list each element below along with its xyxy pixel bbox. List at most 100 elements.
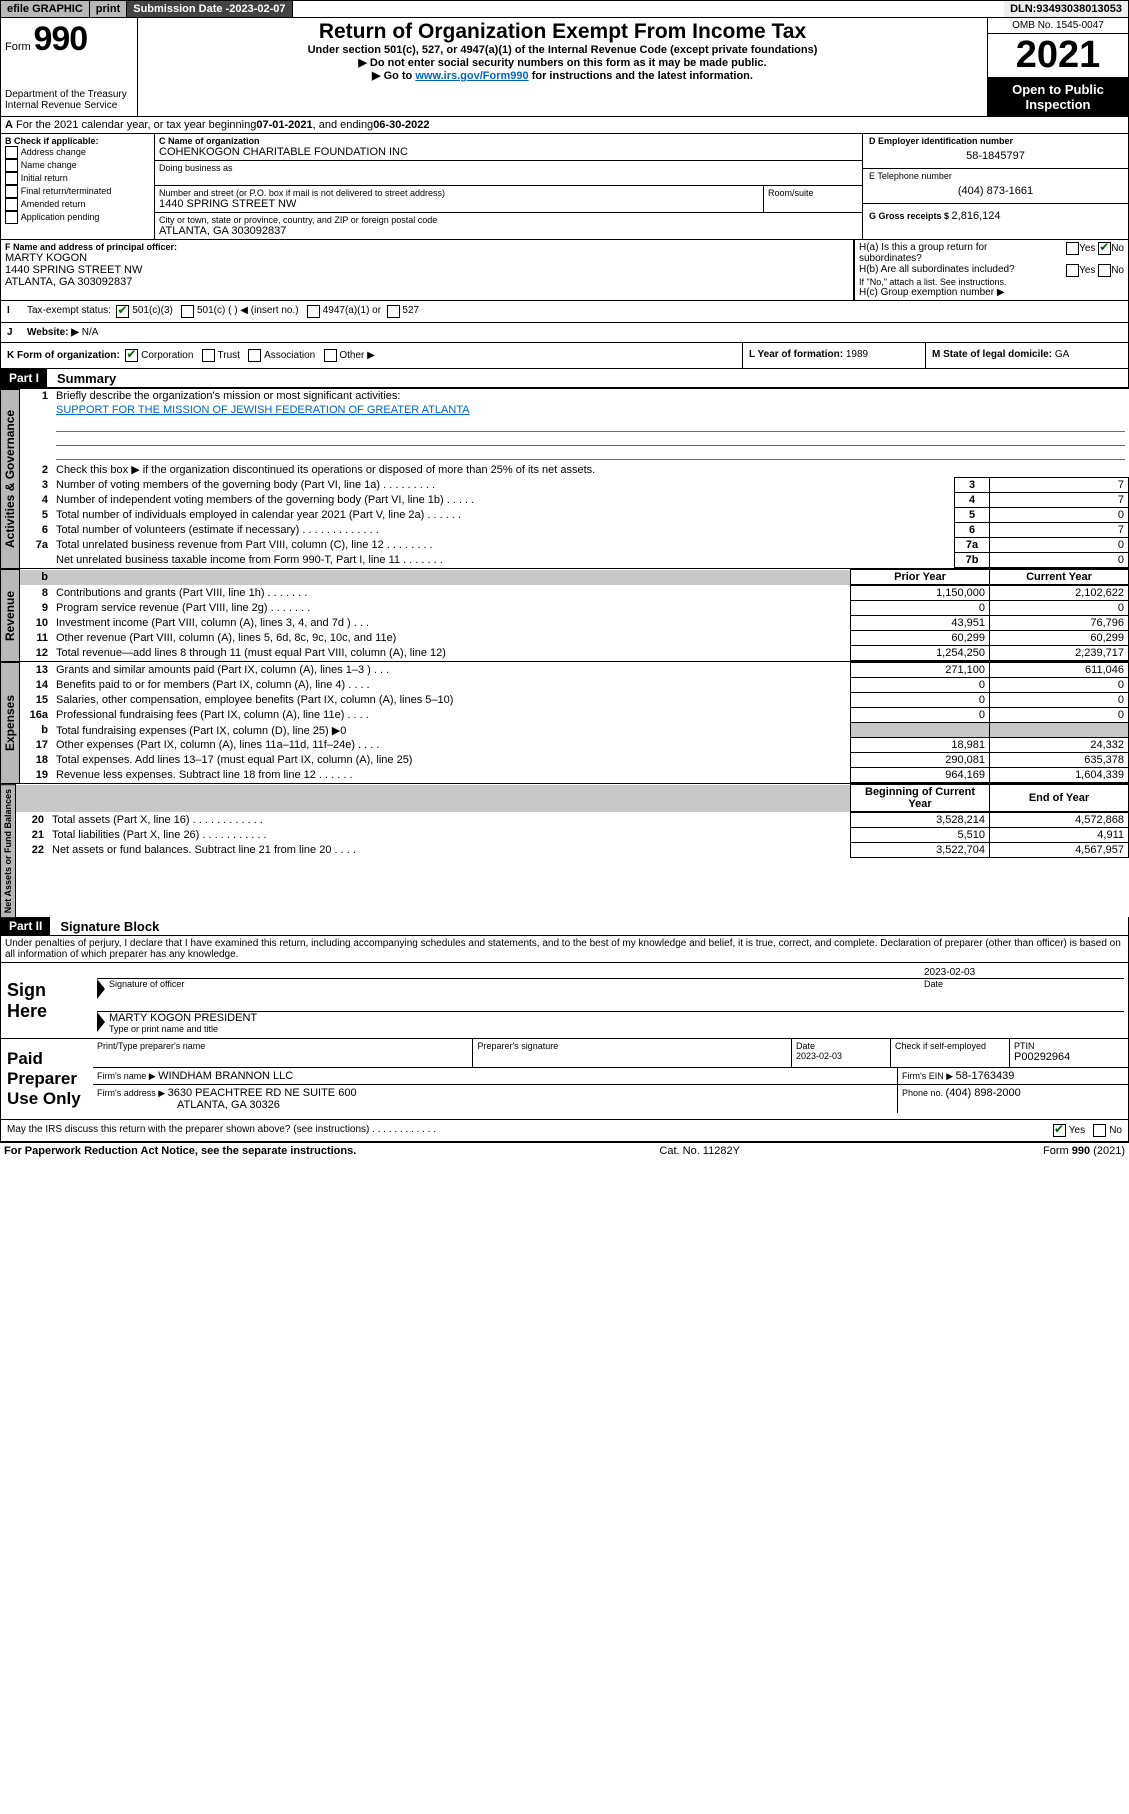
hb-yes-checkbox[interactable] xyxy=(1066,264,1079,277)
officer-addr1: 1440 SPRING STREET NW xyxy=(5,264,849,276)
may-irs-row: May the IRS discuss this return with the… xyxy=(0,1120,1129,1142)
sign-here-label: Sign Here xyxy=(1,963,93,1038)
paid-preparer-label: Paid Preparer Use Only xyxy=(1,1039,93,1119)
table-row: 5Total number of individuals employed in… xyxy=(20,508,1129,523)
table-row: 17Other expenses (Part IX, column (A), l… xyxy=(20,738,1129,753)
i-label: Tax-exempt status: xyxy=(27,305,111,318)
trust-checkbox[interactable] xyxy=(202,349,215,362)
b-option[interactable]: Amended return xyxy=(5,198,150,211)
b-label: B Check if applicable: xyxy=(5,136,150,146)
table-row: 18Total expenses. Add lines 13–17 (must … xyxy=(20,753,1129,768)
prior-year-hdr: Prior Year xyxy=(851,570,990,585)
501c-checkbox[interactable] xyxy=(181,305,194,318)
year-formation: 1989 xyxy=(846,349,868,360)
part1-header: Part I Summary xyxy=(0,369,1129,388)
line-klm: K Form of organization: Corporation Trus… xyxy=(0,343,1129,369)
may-irs-text: May the IRS discuss this return with the… xyxy=(7,1124,436,1137)
section-deg: D Employer identification number 58-1845… xyxy=(862,134,1128,239)
hb-note: If "No," attach a list. See instructions… xyxy=(859,277,1124,287)
caret-icon xyxy=(97,979,105,999)
part2-header: Part II Signature Block xyxy=(0,917,1129,936)
goto-pre: ▶ Go to xyxy=(372,70,415,82)
table-row: 11Other revenue (Part VIII, column (A), … xyxy=(20,631,1129,646)
form-number-box: Form 990 Department of the Treasury Inte… xyxy=(1,18,138,116)
e-label: E Telephone number xyxy=(869,171,1122,181)
firm-city: ATLANTA, GA 30326 xyxy=(97,1099,893,1111)
omb-number: OMB No. 1545-0047 xyxy=(988,18,1128,34)
sig-officer-label: Signature of officer xyxy=(109,979,924,989)
prep-name-label: Print/Type preparer's name xyxy=(97,1041,468,1051)
end-date: 06-30-2022 xyxy=(373,119,429,131)
irs-no: No xyxy=(1109,1125,1122,1136)
section-c: C Name of organization COHENKOGON CHARIT… xyxy=(155,134,862,239)
table-row: 20Total assets (Part X, line 16) . . . .… xyxy=(16,813,1129,828)
b-option[interactable]: Final return/terminated xyxy=(5,185,150,198)
phone-label: Phone no. xyxy=(902,1088,946,1098)
b-option[interactable]: Address change xyxy=(5,146,150,159)
hb-no-checkbox[interactable] xyxy=(1098,264,1111,277)
ha-no-checkbox[interactable] xyxy=(1098,242,1111,255)
street-label: Number and street (or P.O. box if mail i… xyxy=(159,188,759,198)
mission[interactable]: SUPPORT FOR THE MISSION OF JEWISH FEDERA… xyxy=(56,404,470,416)
current-year-hdr: Current Year xyxy=(990,570,1129,585)
gov-section: Activities & Governance 1Briefly describ… xyxy=(0,388,1129,568)
form-number: 990 xyxy=(33,20,87,58)
g-label: G Gross receipts $ xyxy=(869,211,952,221)
prep-date: 2023-02-03 xyxy=(796,1051,886,1061)
ptin: P00292964 xyxy=(1014,1051,1124,1063)
501c3-checkbox[interactable] xyxy=(116,305,129,318)
opt-501c: 501(c) ( ) ◀ (insert no.) xyxy=(197,305,299,318)
officer-printed: MARTY KOGON PRESIDENT xyxy=(109,1012,1124,1024)
line-j: J Website: ▶ N/A xyxy=(0,323,1129,343)
declaration: Under penalties of perjury, I declare th… xyxy=(0,936,1129,963)
k-label: K Form of organization: xyxy=(7,350,120,361)
no-label: No xyxy=(1111,243,1124,254)
goto-post: for instructions and the latest informat… xyxy=(529,70,753,82)
irs-yes: Yes xyxy=(1069,1125,1085,1136)
irs-yes-checkbox[interactable] xyxy=(1053,1124,1066,1137)
l1-text: Briefly describe the organization's miss… xyxy=(52,389,1129,403)
4947-checkbox[interactable] xyxy=(307,305,320,318)
prep-sig-label: Preparer's signature xyxy=(477,1041,787,1051)
prep-phone: (404) 898-2000 xyxy=(946,1087,1021,1099)
footer: For Paperwork Reduction Act Notice, see … xyxy=(0,1142,1129,1159)
print-button[interactable]: print xyxy=(90,1,127,17)
exp-section: Expenses 13Grants and similar amounts pa… xyxy=(0,661,1129,783)
hc-label: H(c) Group exemption number ▶ xyxy=(859,287,1124,298)
form-title: Return of Organization Exempt From Incom… xyxy=(142,20,983,44)
irs-link[interactable]: www.irs.gov/Form990 xyxy=(415,70,528,82)
b-option[interactable]: Application pending xyxy=(5,211,150,224)
table-row: 15Salaries, other compensation, employee… xyxy=(20,693,1129,708)
table-row: 10Investment income (Part VIII, column (… xyxy=(20,616,1129,631)
527-checkbox[interactable] xyxy=(387,305,400,318)
domicile: GA xyxy=(1055,349,1069,360)
end-year-hdr: End of Year xyxy=(990,785,1129,812)
table-row: 13Grants and similar amounts paid (Part … xyxy=(20,663,1129,678)
form-header: Form 990 Department of the Treasury Inte… xyxy=(0,18,1129,117)
assoc-checkbox[interactable] xyxy=(248,349,261,362)
c-label: C Name of organization xyxy=(159,136,858,146)
b-option[interactable]: Initial return xyxy=(5,172,150,185)
table-row: 9Program service revenue (Part VIII, lin… xyxy=(20,601,1129,616)
exp-label: Expenses xyxy=(0,662,20,783)
other-checkbox[interactable] xyxy=(324,349,337,362)
form-subtitle-3: ▶ Go to www.irs.gov/Form990 for instruct… xyxy=(142,69,983,82)
form-word: Form xyxy=(5,41,31,53)
b-option[interactable]: Name change xyxy=(5,159,150,172)
ha-yes-checkbox[interactable] xyxy=(1066,242,1079,255)
net-section: Net Assets or Fund Balances Beginning of… xyxy=(0,783,1129,917)
city-label: City or town, state or province, country… xyxy=(159,215,858,225)
room-label: Room/suite xyxy=(768,188,858,198)
begin-year-hdr: Beginning of Current Year xyxy=(851,785,990,812)
sig-date: 2023-02-03 xyxy=(924,967,1124,978)
street: 1440 SPRING STREET NW xyxy=(159,198,759,210)
top-bar: efile GRAPHIC print Submission Date - 20… xyxy=(0,0,1129,18)
part1-label: Part I xyxy=(1,369,47,387)
gross-receipts: 2,816,124 xyxy=(952,210,1001,222)
table-row: 14Benefits paid to or for members (Part … xyxy=(20,678,1129,693)
officer-name: MARTY KOGON xyxy=(5,252,849,264)
firm-addr: 3630 PEACHTREE RD NE SUITE 600 xyxy=(168,1087,357,1099)
irs-no-checkbox[interactable] xyxy=(1093,1124,1106,1137)
sign-here-block: Sign Here 2023-02-03 Signature of office… xyxy=(0,963,1129,1039)
corp-checkbox[interactable] xyxy=(125,349,138,362)
